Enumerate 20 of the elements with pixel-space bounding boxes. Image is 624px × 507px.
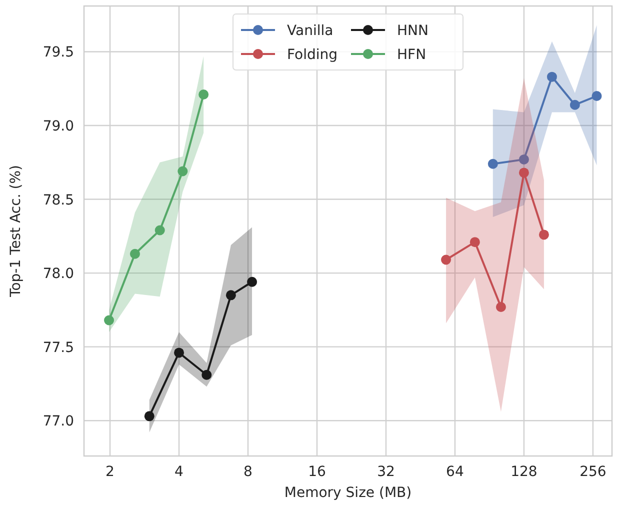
y-tick-label: 77.5 [42, 340, 74, 356]
x-tick-label: 16 [308, 464, 326, 480]
x-tick-label: 32 [377, 464, 395, 480]
legend-label: Folding [287, 47, 338, 63]
x-tick-label: 128 [510, 464, 538, 480]
y-tick-label: 78.0 [42, 266, 74, 282]
legend-label: HFN [397, 47, 426, 63]
x-tick-label: 64 [446, 464, 464, 480]
x-axis-title: Memory Size (MB) [284, 485, 412, 501]
y-tick-label: 77.0 [42, 414, 74, 430]
x-tick-label: 4 [174, 464, 184, 480]
y-axis-title: Top-1 Test Acc. (%) [8, 165, 24, 298]
x-tick-label: 256 [580, 464, 606, 480]
x-tick-label: 2 [106, 464, 114, 480]
legend-label: HNN [397, 23, 428, 39]
legend-label: Vanilla [287, 23, 334, 39]
y-tick-label: 79.5 [42, 44, 74, 61]
y-tick-label: 78.5 [42, 192, 74, 208]
y-tick-label: 79.0 [42, 118, 74, 135]
x-tick-label: 8 [244, 464, 252, 480]
